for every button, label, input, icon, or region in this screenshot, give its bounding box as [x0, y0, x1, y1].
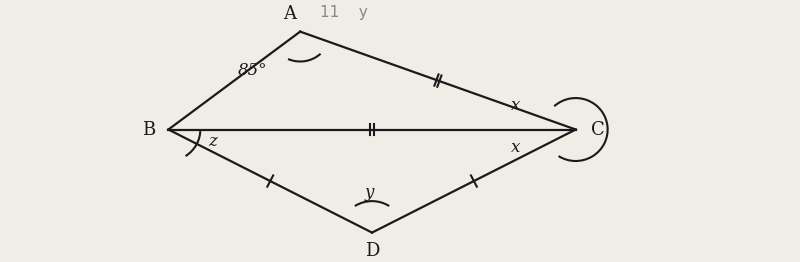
Text: B: B [142, 121, 155, 139]
Text: D: D [365, 242, 379, 260]
Text: x: x [511, 97, 521, 113]
Text: x: x [511, 139, 521, 156]
Text: A: A [283, 4, 296, 23]
Text: 85°: 85° [238, 62, 267, 79]
Text: C: C [591, 121, 605, 139]
Text: 11    y: 11 y [320, 4, 368, 20]
Text: y: y [365, 184, 374, 201]
Text: z: z [208, 133, 217, 150]
